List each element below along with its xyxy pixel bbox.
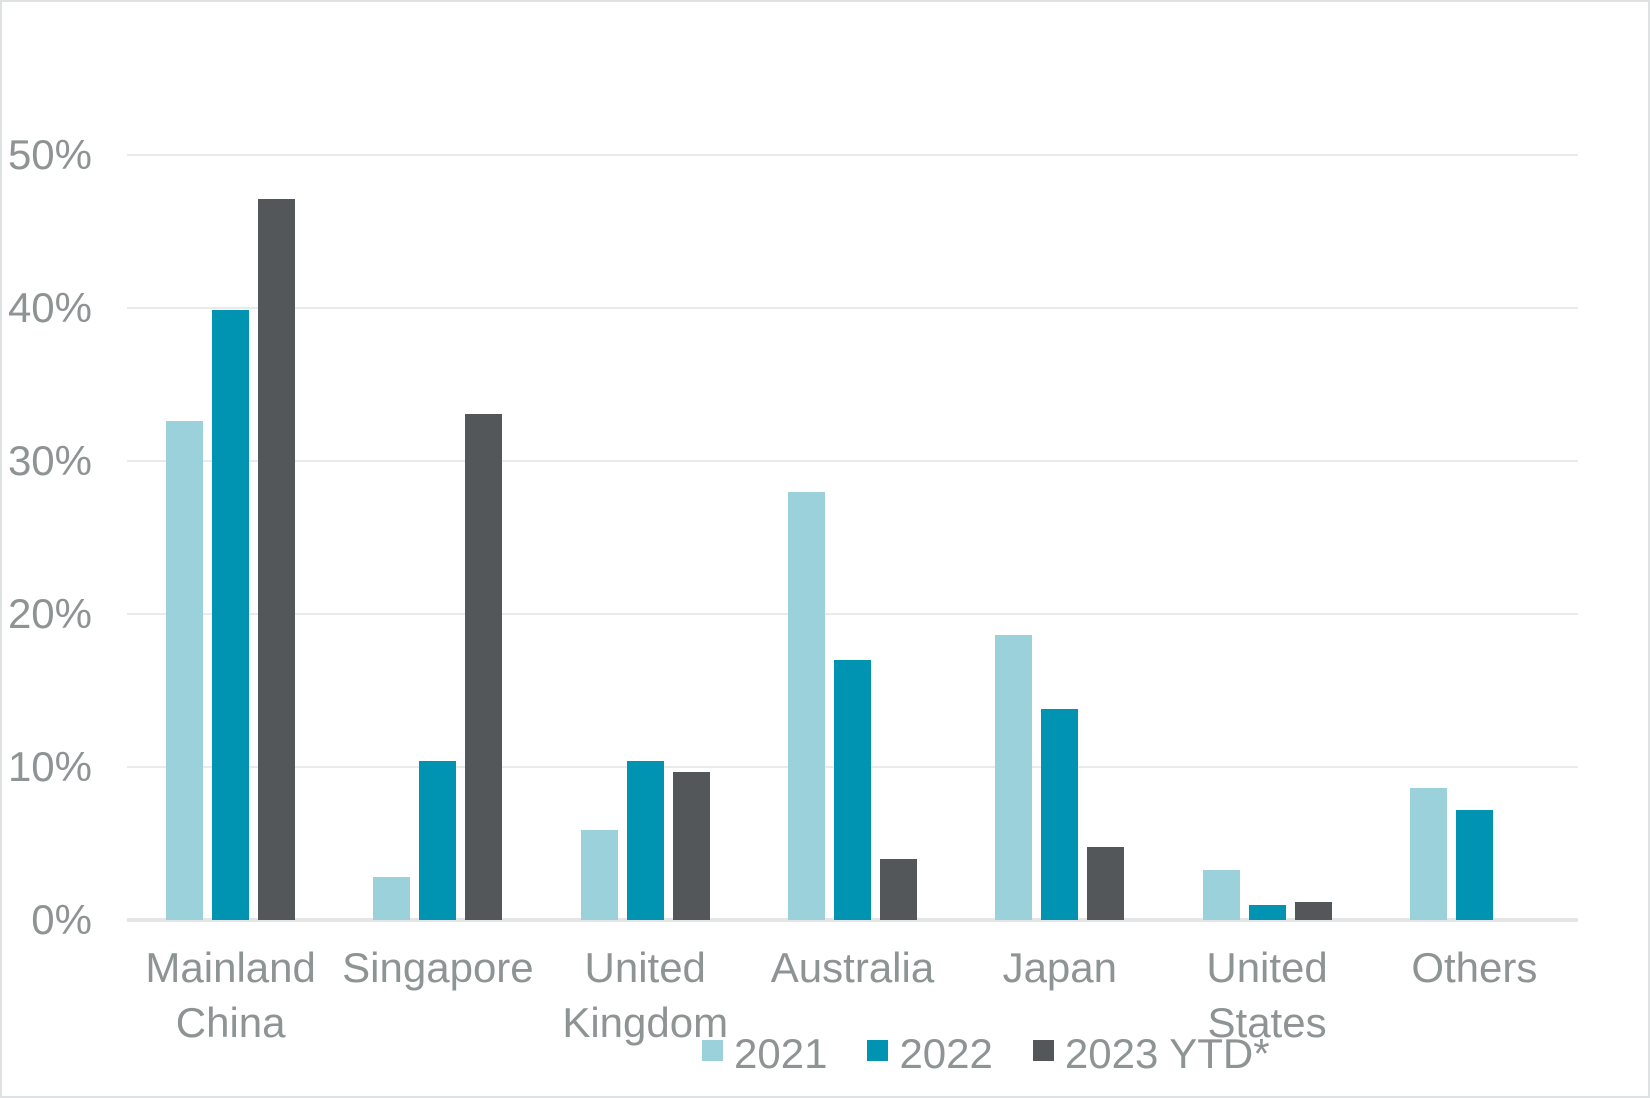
- category-label-australia: Australia: [770, 944, 935, 991]
- gridline-50: [127, 154, 1578, 156]
- legend-label-2023-ytd: 2023 YTD*: [1064, 1030, 1270, 1077]
- legend-item-2023-ytd: 2023 YTD*: [1032, 1030, 1270, 1078]
- bar-2023-ytd-mainland-china: [258, 199, 296, 920]
- y-tick-label-10: 10%: [7, 743, 92, 790]
- legend-label-2021: 2021: [734, 1030, 828, 1077]
- bar-2022-australia: [834, 659, 871, 920]
- y-tick-label-40: 40%: [7, 284, 92, 331]
- category-label-mainland-china: Mainland China: [145, 944, 316, 1046]
- bar-2023-ytd-australia: [880, 858, 917, 920]
- bar-2021-singapore: [373, 877, 411, 920]
- category-label-united-states: United States: [1206, 944, 1328, 1046]
- legend-swatch-icon-2022: [867, 1040, 889, 1061]
- bar-2023-ytd-japan: [1087, 846, 1125, 920]
- y-tick-label-0: 0%: [31, 896, 92, 943]
- bar-2022-others: [1455, 809, 1493, 920]
- category-label-united-kingdom: United Kingdom: [562, 944, 729, 1046]
- y-tick-label-30: 30%: [7, 437, 92, 484]
- bar-2021-united-kingdom: [580, 829, 618, 920]
- bar-2022-united-states: [1248, 904, 1286, 920]
- bar-2022-japan: [1041, 708, 1079, 920]
- legend-item-2022: 2022: [867, 1030, 993, 1078]
- legend-swatch-icon-2021: [702, 1040, 723, 1061]
- bar-2022-singapore: [419, 760, 457, 920]
- bar-2021-others: [1409, 788, 1447, 920]
- x-axis-line: [127, 918, 1578, 922]
- legend-swatch-icon-2023-ytd: [1032, 1040, 1054, 1061]
- legend: 2021 2022 2023 YTD*: [702, 1030, 1270, 1078]
- category-label-japan: Japan: [1002, 944, 1117, 991]
- bar-2021-united-states: [1202, 869, 1240, 920]
- gridline-40: [127, 307, 1578, 309]
- bar-2022-mainland-china: [212, 309, 250, 920]
- gridline-20: [127, 613, 1578, 615]
- y-tick-label-50: 50%: [7, 131, 92, 178]
- bar-2021-mainland-china: [166, 421, 204, 920]
- gridline-30: [127, 460, 1578, 462]
- bar-2023-ytd-united-kingdom: [672, 771, 710, 920]
- category-label-others: Others: [1411, 944, 1538, 991]
- legend-label-2022: 2022: [899, 1030, 993, 1077]
- bar-2023-ytd-singapore: [465, 413, 503, 920]
- bar-2021-japan: [995, 635, 1033, 920]
- legend-item-2021: 2021: [702, 1030, 827, 1078]
- bar-2022-united-kingdom: [626, 760, 664, 920]
- y-tick-label-20: 20%: [7, 590, 92, 637]
- bar-2021-australia: [788, 491, 825, 920]
- category-label-singapore: Singapore: [342, 944, 534, 991]
- bar-2023-ytd-united-states: [1294, 901, 1332, 920]
